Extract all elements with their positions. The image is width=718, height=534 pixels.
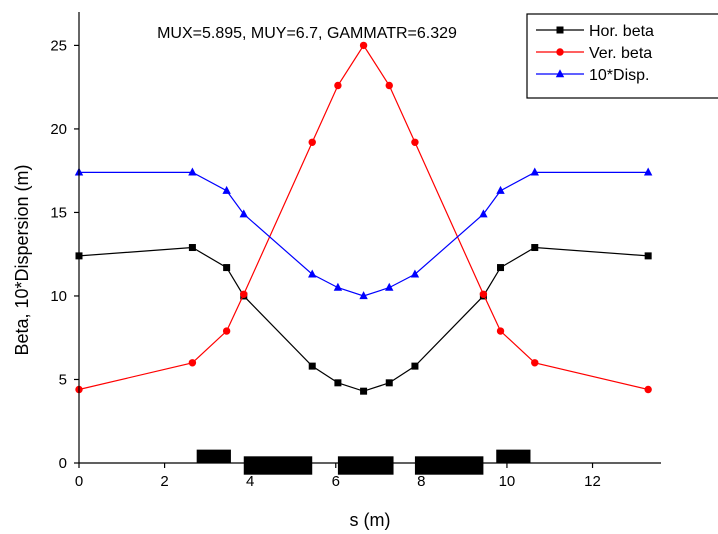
lattice-element [414,456,484,475]
data-point [411,362,419,370]
x-tick-label: 10 [499,473,516,490]
legend-item: Hor. beta [536,23,654,40]
data-point [385,81,393,90]
series-1 [75,41,652,394]
data-point [385,282,394,291]
data-point [188,167,197,176]
data-point [496,185,505,194]
data-point [496,327,505,335]
y-tick-label: 15 [50,204,67,221]
data-point [644,385,652,394]
data-point [644,252,652,260]
data-point [497,264,505,272]
data-point [333,282,343,291]
y-axis-label: Beta, 10*Dispersion (m) [12,164,32,355]
data-point [222,185,231,194]
series-0 [75,244,652,395]
y-tick-label: 0 [59,455,67,472]
data-point [360,387,368,395]
legend-label: Ver. beta [589,45,652,62]
lattice-element [243,456,313,475]
legend-item: 10*Disp. [536,67,649,84]
lattice-layer [196,449,531,475]
series-layer [74,41,653,395]
data-point [359,291,368,300]
data-point [188,359,197,367]
legend-item: Ver. beta [536,45,652,62]
legend-marker [556,26,564,34]
data-point [410,269,420,278]
y-ticks-layer: 0 5 10 15 20 25 [50,37,79,472]
y-tick-label: 10 [50,288,67,305]
data-point [359,41,368,50]
lattice-element [196,449,231,463]
lattice-element [496,449,531,463]
data-point [222,327,231,335]
chart-title: MUX=5.895, MUY=6.7, GAMMATR=6.329 [157,25,457,42]
data-point [411,138,419,146]
x-tick-label: 0 [75,473,83,490]
data-point [308,362,316,370]
data-point [334,379,342,387]
y-tick-label: 20 [50,121,67,138]
data-point [479,209,488,218]
data-point [308,138,316,146]
data-point [531,244,539,252]
y-tick-label: 5 [59,371,67,388]
data-point [239,209,248,218]
lattice-element [337,456,394,475]
data-point [385,379,393,387]
data-point [334,81,342,90]
series-2 [74,167,653,300]
series-line [79,171,649,297]
x-axis-label: s (m) [350,510,391,530]
data-point [308,269,317,278]
legend-label: 10*Disp. [589,67,649,84]
data-point [643,167,653,176]
legend-marker [556,48,564,56]
legend-items: Hor. beta Ver. beta 10*Disp. [536,23,654,84]
axes-layer [78,12,661,464]
x-ticks-layer: 0 2 4 6 8 10 12 [75,463,601,490]
x-tick-label: 12 [584,473,601,490]
data-point [188,244,196,252]
x-tick-label: 4 [246,473,254,490]
legend: Hor. beta Ver. beta 10*Disp. [526,13,718,99]
data-point [530,167,539,176]
legend-label: Hor. beta [589,23,654,40]
x-tick-label: 2 [160,473,168,490]
x-tick-label: 6 [332,473,340,490]
legend-marker [555,69,565,78]
data-point [240,290,248,298]
x-tick-label: 8 [417,473,425,490]
data-point [223,264,231,272]
y-tick-label: 25 [50,37,67,54]
data-point [479,290,488,298]
data-point [531,359,539,367]
